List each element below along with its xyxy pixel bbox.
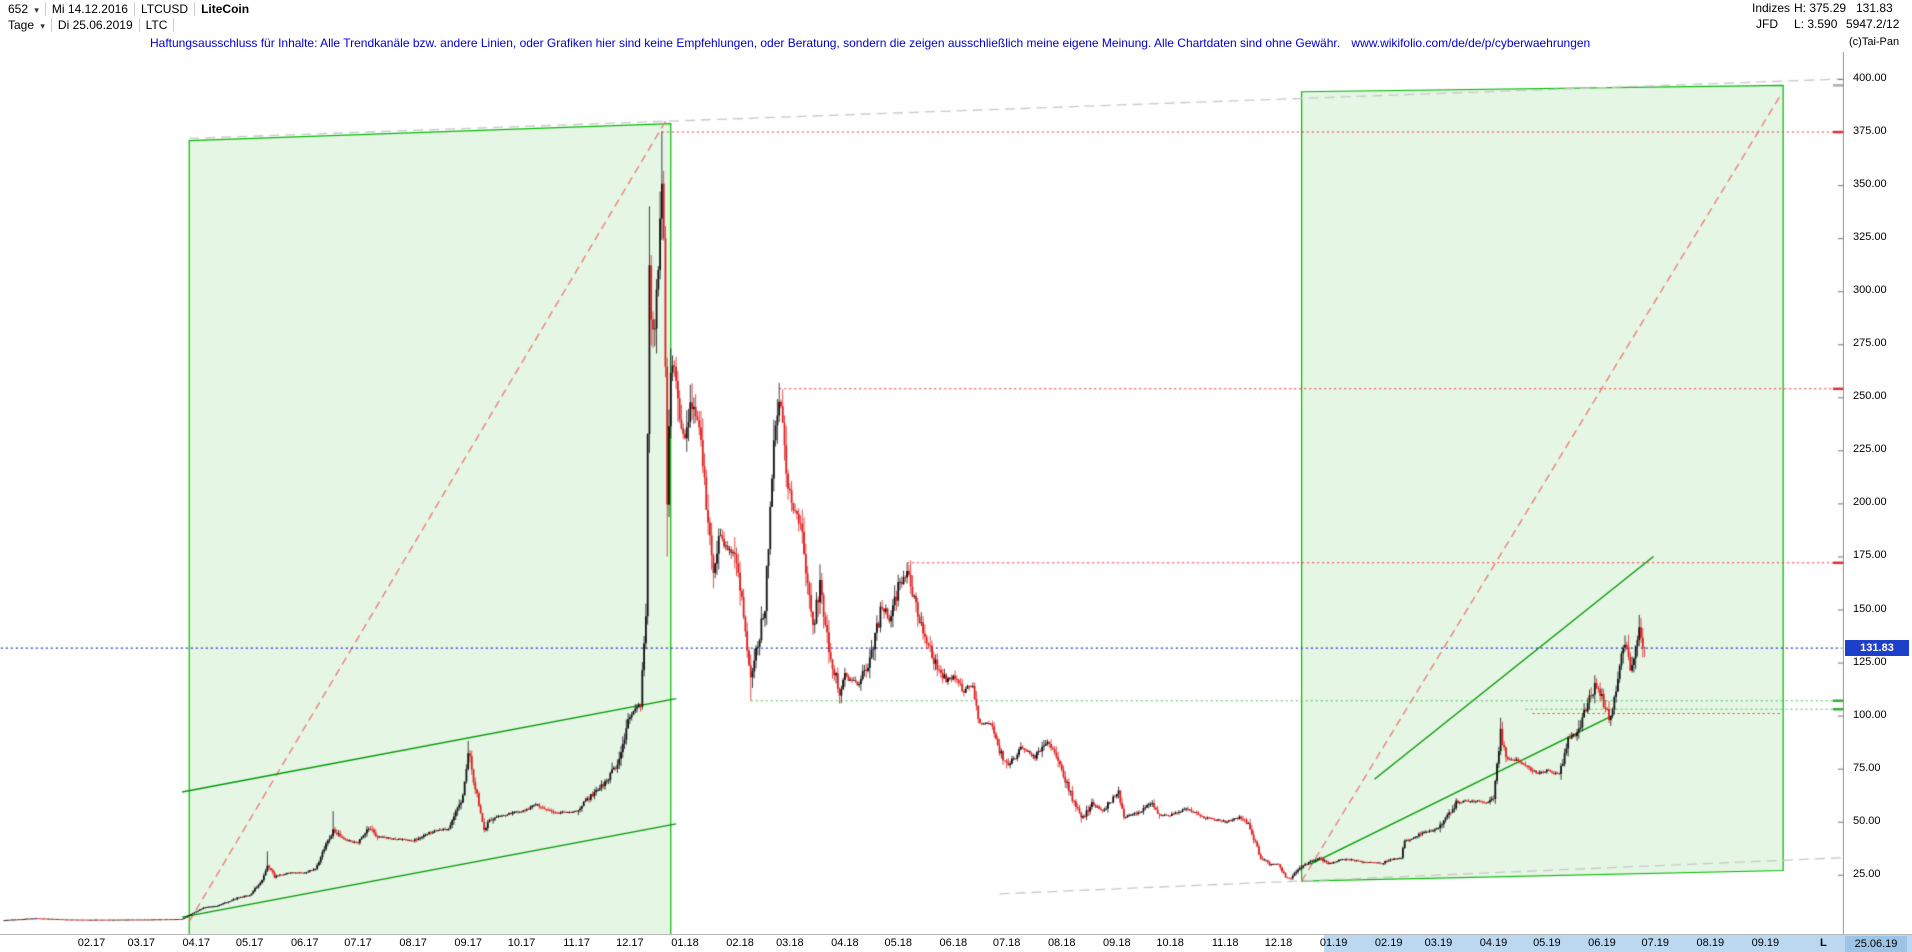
disclaimer-text: Haftungsausschluss für Inhalte: Alle Tre… [150, 36, 1341, 50]
y-axis-label: 25.00 [1853, 867, 1881, 880]
y-axis-label: 325.00 [1853, 231, 1887, 244]
disclaimer: Haftungsausschluss für Inhalte: Alle Tre… [150, 36, 1590, 50]
x-axis-label: 03.18 [776, 937, 804, 949]
disclaimer-link[interactable]: www.wikifolio.com/de/de/p/cyberwaehrunge… [1351, 36, 1591, 50]
x-axis-label: 07.19 [1641, 937, 1669, 949]
y-axis-label: 375.00 [1853, 125, 1887, 138]
timeframe-label: Tage [8, 17, 35, 32]
broker-label[interactable]: JFD [1756, 17, 1778, 31]
y-axis-label: 75.00 [1853, 761, 1881, 774]
caret-down-icon: ▾ [34, 4, 39, 15]
x-axis-label: 06.18 [939, 937, 968, 949]
x-axis-label: 08.17 [399, 937, 427, 949]
x-axis-label: 09.18 [1103, 937, 1131, 949]
y-axis-label: 250.00 [1853, 390, 1887, 403]
x-axis-label: 10.18 [1156, 937, 1184, 949]
x-axis-label: 01.19 [1319, 937, 1348, 949]
y-axis-label: 150.00 [1853, 602, 1887, 615]
x-axis-label: 06.19 [1588, 937, 1616, 949]
symbol-short: LTC [140, 17, 175, 32]
all-time-high: H: 375.29 [1794, 1, 1847, 15]
y-axis-label: 175.00 [1853, 549, 1887, 562]
x-axis-label: 10.17 [507, 937, 536, 949]
x-axis-label: 02.17 [77, 937, 106, 949]
current-year-highlight [1324, 935, 1912, 952]
timeframe-dropdown[interactable]: Tage ▾ [2, 17, 52, 32]
x-axis-label: 11.18 [1211, 937, 1239, 949]
all-time-low: L: 3.590 [1794, 17, 1838, 31]
x-axis-label: 06.17 [290, 937, 319, 949]
y-axis-label: 400.00 [1853, 72, 1887, 84]
volume-info: 5947.2/12 [1846, 17, 1900, 31]
last-price-tag: 131.83 [1845, 640, 1909, 656]
x-axis-label: 02.19 [1374, 937, 1403, 949]
toolbar-row-1: 652 ▾ Mi 14.12.2016 LTCUSD LiteCoin [2, 1, 255, 16]
x-axis-label: 03.17 [127, 937, 155, 949]
first-bar-date: Mi 14.12.2016 [46, 1, 135, 16]
x-axis-label: 09.19 [1751, 937, 1780, 949]
y-axis-label: 50.00 [1853, 814, 1881, 827]
x-axis-label: 09.17 [454, 937, 482, 949]
caret-down-icon: ▾ [40, 20, 45, 31]
bar-count-dropdown[interactable]: 652 ▾ [2, 1, 46, 16]
x-axis-label: 07.18 [992, 937, 1021, 949]
x-axis-label: 04.18 [831, 937, 859, 949]
x-axis-label: 05.18 [884, 937, 912, 949]
x-axis-label: 08.18 [1047, 937, 1076, 949]
price-chart-canvas[interactable] [0, 52, 1844, 934]
y-axis-label: 275.00 [1853, 337, 1887, 350]
x-axis-label: 12.18 [1264, 937, 1293, 949]
y-axis-label: 100.00 [1853, 708, 1887, 721]
y-axis-label: 350.00 [1853, 178, 1887, 191]
category-indizes[interactable]: Indizes [1752, 1, 1791, 15]
symbol-code: LTCUSD [135, 1, 196, 16]
x-axis-label: 11.17 [563, 937, 590, 949]
x-axis-label: 03.19 [1424, 937, 1453, 949]
x-axis-label: 07.17 [344, 937, 372, 949]
last-marker: L [1820, 937, 1827, 949]
x-axis-label: 04.19 [1479, 937, 1508, 949]
last-bar-date: Di 25.06.2019 [52, 17, 140, 32]
toolbar-row-2: Tage ▾ Di 25.06.2019 LTC [2, 17, 175, 32]
price-axis[interactable]: 25.00 50.00 75.00 100.00 125.00 150.00 175.00 2… [1844, 52, 1912, 934]
x-axis-label: 05.19 [1533, 937, 1561, 949]
x-axis-label: 01.18 [671, 937, 699, 949]
time-axis[interactable]: 02.17 03.17 04.17 05.17 06.17 07.17 08.17 09.17… [0, 934, 1912, 952]
x-axis-label: 08.19 [1696, 937, 1725, 949]
last-date-tag: 25.06.19 [1845, 936, 1907, 952]
y-axis-label: 225.00 [1853, 443, 1887, 456]
toolbar: 652 ▾ Mi 14.12.2016 LTCUSD LiteCoin Tage… [0, 0, 1912, 32]
chart-plot-area [0, 52, 1844, 934]
bar-count: 652 [8, 1, 29, 16]
y-axis-label: 300.00 [1853, 284, 1887, 297]
instrument-name: LiteCoin [201, 1, 250, 16]
copyright-label: (c)Tai-Pan [1849, 36, 1900, 48]
current-price: 131.83 [1856, 1, 1893, 15]
y-axis-label: 200.00 [1853, 496, 1887, 509]
x-axis-label: 02.18 [726, 937, 754, 949]
x-axis-label: 04.17 [182, 937, 211, 949]
y-axis-label: 125.00 [1853, 655, 1887, 668]
x-axis-label: 05.17 [235, 937, 264, 949]
x-axis-label: 12.17 [616, 937, 644, 949]
